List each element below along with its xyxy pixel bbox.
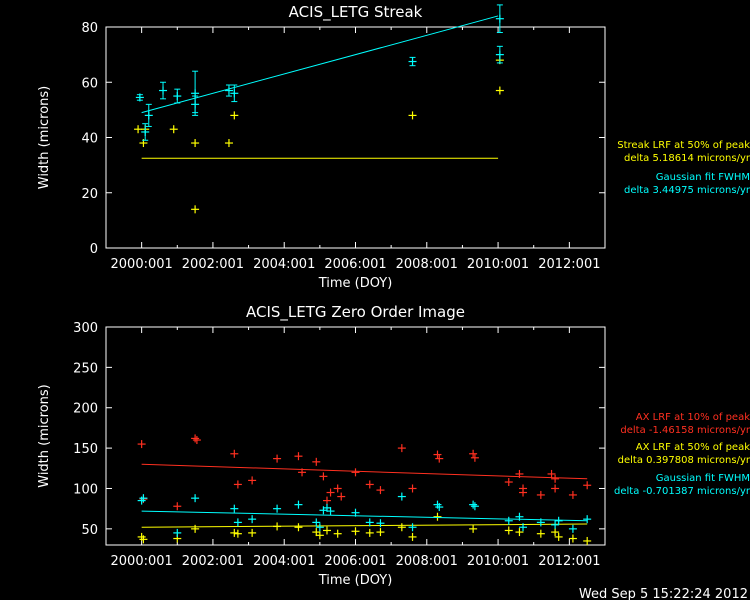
panel-2-chart-title: ACIS_LETG Zero Order Image — [246, 303, 465, 322]
panel-2-x-axis-label: Time (DOY) — [318, 573, 393, 588]
panel-1-y-tick-label: 0 — [90, 242, 98, 257]
panel-2-x-tick-label: 2008:001 — [396, 554, 458, 569]
panel-1-legend-delta-1: delta 5.18614 microns/yr — [624, 153, 750, 164]
panel-1-plot-frame — [105, 26, 606, 249]
panel-2-x-tick-label: 2012:001 — [538, 554, 600, 569]
panel-2-y-tick-label: 50 — [81, 523, 98, 538]
panel-2-y-tick-label: 300 — [73, 321, 98, 336]
panel-1-x-tick-label: 2012:001 — [538, 257, 600, 272]
panel-2-legend-delta-1: delta -1.46158 microns/yr — [620, 425, 750, 436]
panel-2-y-axis-label: Width (microns) — [37, 384, 52, 488]
panel-1-legend-label-1: Streak LRF at 50% of peak — [617, 140, 750, 151]
panel-1-x-tick-label: 2004:001 — [253, 257, 315, 272]
panel-2-legend-label-2: AX LRF at 50% of peak — [636, 442, 750, 453]
panel-1-y-tick-label: 20 — [81, 187, 98, 202]
panel-1-y-tick-label: 80 — [81, 21, 98, 36]
panel-2-legend-label-1: AX LRF at 10% of peak — [636, 412, 750, 423]
panel-1-x-tick-label: 2002:001 — [182, 257, 244, 272]
panel-2-y-tick-label: 150 — [73, 442, 98, 457]
panel-1-y-tick-label: 40 — [81, 132, 98, 147]
panel-1-x-tick-label: 2000:001 — [111, 257, 173, 272]
panel-1-series-2-fit-line — [141, 15, 499, 114]
panel-1-x-tick-label: 2006:001 — [324, 257, 386, 272]
panel-2-y-tick-label: 250 — [73, 361, 98, 376]
panel-1-legend-delta-2: delta 3.44975 microns/yr — [624, 185, 750, 196]
timestamp: Wed Sep 5 15:22:24 2012 — [579, 587, 748, 600]
panel-2-legend-delta-2: delta 0.397808 microns/yr — [618, 455, 750, 466]
panel-2-x-tick-label: 2004:001 — [253, 554, 315, 569]
panel-2-x-tick-label: 2010:001 — [467, 554, 529, 569]
panel-2-x-tick-label: 2002:001 — [182, 554, 244, 569]
panel-1-legend-label-2: Gaussian fit FWHM — [656, 172, 750, 183]
panel-1-y-tick-label: 60 — [81, 76, 98, 91]
panel-1-x-tick-label: 2010:001 — [467, 257, 529, 272]
panel-2-series-2-fit-line — [141, 523, 588, 528]
panel-1-chart-title: ACIS_LETG Streak — [289, 3, 423, 22]
panel-2-legend-delta-3: delta -0.701387 microns/yr — [614, 486, 750, 497]
panel-2-series-1-fit-line — [141, 463, 588, 480]
panel-2-x-tick-label: 2006:001 — [324, 554, 386, 569]
panel-1-y-axis-label: Width (microns) — [37, 86, 52, 190]
panel-2-legend-label-3: Gaussian fit FWHM — [656, 473, 750, 484]
panel-2-y-tick-label: 200 — [73, 402, 98, 417]
panel-2-y-tick-label: 100 — [73, 482, 98, 497]
panel-1-x-axis-label: Time (DOY) — [318, 276, 393, 291]
panel-1-x-tick-label: 2008:001 — [396, 257, 458, 272]
panel-2-series-3-fit-line — [141, 510, 588, 522]
panel-2-x-tick-label: 2000:001 — [111, 554, 173, 569]
